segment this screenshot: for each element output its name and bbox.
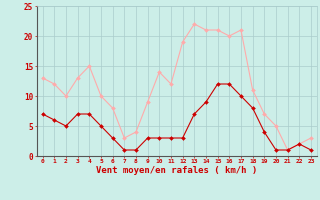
X-axis label: Vent moyen/en rafales ( km/h ): Vent moyen/en rafales ( km/h ) — [96, 166, 257, 175]
